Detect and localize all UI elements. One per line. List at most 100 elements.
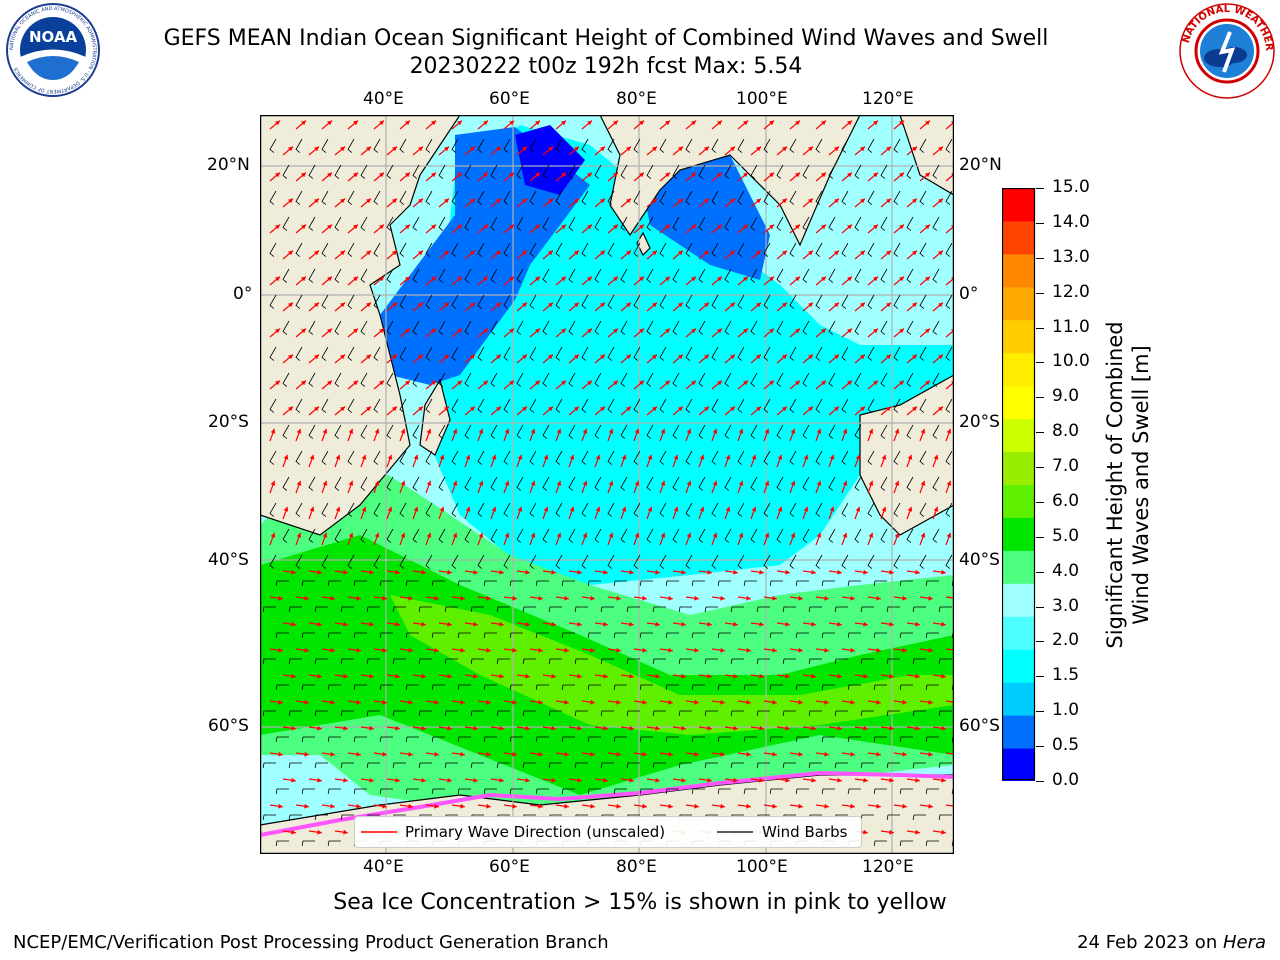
- wind-barb: [938, 606, 952, 612]
- land-east-asia: [899, 115, 954, 196]
- wave-arrow-head: [600, 250, 605, 256]
- wind-barb: [555, 346, 563, 361]
- wave-arrow-head: [301, 172, 306, 178]
- wave-arrow-head: [548, 302, 553, 308]
- wave-arrow-head: [772, 647, 777, 653]
- wind-barb: [730, 710, 744, 716]
- wave-arrow-shaft: [945, 329, 954, 338]
- wave-arrow-head: [733, 725, 738, 731]
- wave-arrow-head: [834, 406, 839, 412]
- wind-barb: [262, 762, 276, 768]
- wave-arrow-head: [915, 725, 920, 731]
- colorbar-tick-label: 2.0: [1052, 630, 1080, 651]
- wave-arrow-head: [933, 506, 939, 512]
- land-africa-arabia: [260, 115, 461, 536]
- wind-barb: [568, 372, 576, 387]
- wind-barb: [288, 658, 302, 664]
- wave-arrow-head: [941, 829, 946, 835]
- wave-arrow-head: [447, 621, 452, 627]
- lat-tick-right-60s: 60°S: [959, 716, 1000, 736]
- wind-barb: [334, 268, 342, 283]
- wind-barb: [347, 502, 355, 517]
- wave-arrow-head: [707, 673, 712, 679]
- wind-barb: [724, 528, 732, 543]
- wind-barb: [828, 528, 836, 543]
- wave-arrow-head: [629, 777, 634, 783]
- wave-arrow-head: [707, 725, 712, 731]
- wind-barb: [860, 710, 874, 716]
- wind-barb: [438, 372, 446, 387]
- wave-arrow-head: [291, 569, 296, 575]
- wind-barb: [347, 242, 355, 257]
- wind-barb: [912, 606, 926, 612]
- wave-arrow-head: [538, 647, 543, 653]
- wind-barb: [581, 242, 589, 257]
- wind-barb: [542, 528, 550, 543]
- wave-arrow-head: [764, 428, 770, 434]
- wind-barb: [828, 372, 836, 387]
- wind-barb: [288, 814, 302, 820]
- wave-arrow-head: [413, 506, 419, 512]
- wind-barb: [503, 450, 511, 465]
- wind-barb: [360, 528, 368, 543]
- wave-height-map: [260, 115, 954, 854]
- wind-barb: [451, 294, 459, 309]
- lon-tick-top-100: 100°E: [736, 89, 788, 109]
- wind-barb: [776, 320, 784, 335]
- wave-arrow-head: [863, 569, 868, 575]
- wave-arrow-head: [920, 480, 926, 486]
- wind-barb: [633, 398, 641, 413]
- wind-barb: [919, 242, 927, 257]
- wind-barb: [438, 528, 446, 543]
- field-zone-max-low: [515, 125, 585, 195]
- wave-arrow-head: [821, 120, 826, 126]
- wave-arrow-head: [530, 428, 536, 434]
- wind-barb: [893, 242, 901, 257]
- wind-barb: [548, 606, 562, 612]
- wind-barb: [626, 658, 640, 664]
- colorbar-band: [1002, 583, 1035, 617]
- wave-arrow-head: [538, 595, 543, 601]
- wind-barb: [509, 788, 523, 794]
- wave-arrow-shaft: [945, 700, 954, 703]
- wave-arrow-head: [314, 302, 319, 308]
- wave-arrow-head: [577, 673, 582, 679]
- wind-barb: [444, 606, 458, 612]
- wind-barb: [678, 606, 692, 612]
- wind-barb: [737, 294, 745, 309]
- wind-barb: [282, 268, 290, 283]
- wind-barb: [327, 788, 341, 794]
- wind-barb: [925, 840, 939, 846]
- wave-arrow-head: [314, 198, 319, 204]
- wave-arrow-head: [616, 751, 621, 757]
- wave-arrow-head: [408, 699, 413, 705]
- field-zone-5-6m: [390, 595, 954, 735]
- wind-barb: [802, 372, 810, 387]
- wind-barb: [262, 658, 276, 664]
- wind-barb: [646, 528, 654, 543]
- sea-ice-note: Sea Ice Concentration > 15% is shown in …: [333, 890, 947, 915]
- wind-barb: [516, 372, 524, 387]
- wind-barb: [626, 606, 640, 612]
- wind-barb: [906, 320, 914, 335]
- wind-barb: [457, 736, 471, 742]
- wave-arrow-head: [574, 302, 579, 308]
- wave-arrow-head: [712, 480, 718, 486]
- wind-barb: [873, 736, 887, 742]
- wave-arrow-head: [288, 198, 293, 204]
- wind-barb: [672, 216, 680, 231]
- wave-arrow-head: [616, 803, 621, 809]
- footer-host: Hera: [1222, 932, 1266, 953]
- wind-barb: [912, 710, 926, 716]
- wave-arrow-head: [270, 532, 276, 538]
- wind-barb: [405, 736, 419, 742]
- field-zone-1-5m: [430, 125, 954, 585]
- wind-barb: [659, 138, 667, 153]
- wind-barb: [841, 398, 849, 413]
- wind-barb: [477, 190, 485, 205]
- wind-barb: [568, 320, 576, 335]
- wave-arrow-head: [811, 621, 816, 627]
- wind-barb: [600, 762, 614, 768]
- wave-arrow-head: [535, 120, 540, 126]
- wave-arrow-head: [322, 532, 328, 538]
